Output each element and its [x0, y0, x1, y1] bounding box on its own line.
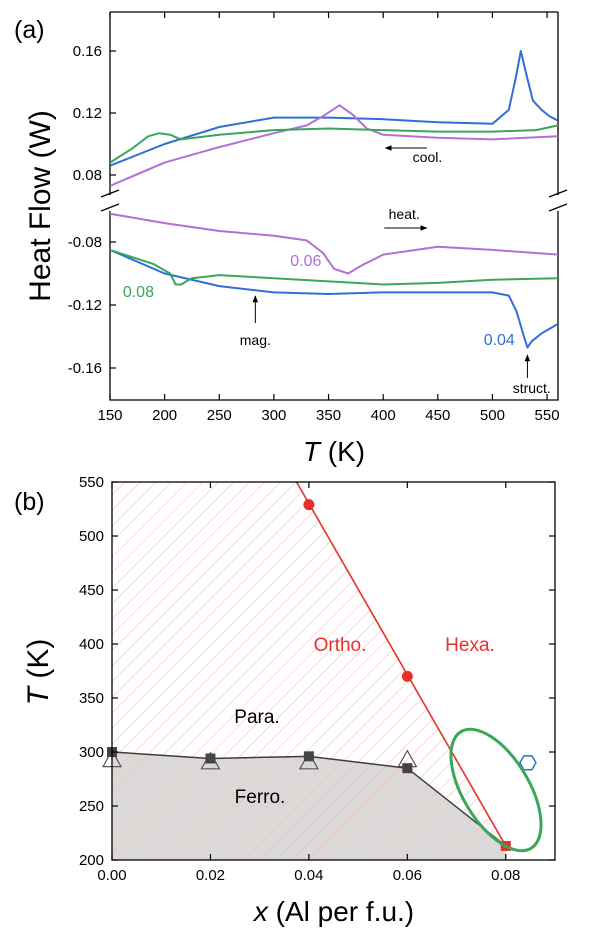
axis-break-left — [100, 189, 120, 212]
x-axis-symbol-b: x — [252, 896, 269, 927]
y-tick-label-b: 300 — [79, 744, 104, 761]
x-tick-label-b: 0.06 — [393, 867, 422, 884]
label-006: 0.06 — [290, 253, 321, 270]
y-axis-label-b: T (K) — [22, 639, 55, 706]
y-axis-unit-b: (K) — [22, 639, 55, 687]
y-tick-label-b: 200 — [79, 852, 104, 869]
axis-break-right — [548, 189, 568, 212]
series-line-008-heating — [110, 248, 558, 286]
y-tick-label-b: 400 — [79, 636, 104, 653]
x-tick-label-a: 150 — [97, 407, 122, 424]
ferro-hatch-overlay — [112, 752, 506, 860]
panel-a-label: (a) — [14, 16, 45, 44]
x-axis-label-a: T (K) — [303, 436, 365, 467]
region-label-ferro: Ferro. — [235, 787, 286, 808]
x-axis-unit-a: (K) — [320, 436, 365, 467]
cool-label: cool. — [413, 149, 443, 165]
x-tick-label-a: 350 — [316, 407, 341, 424]
region-label-hexa: Hexa. — [445, 635, 495, 656]
hexagon-marker — [519, 755, 537, 771]
x-tick-label-a: 250 — [207, 407, 232, 424]
x-tick-label-a: 450 — [425, 407, 450, 424]
y-tick-label-a: -0.12 — [68, 297, 102, 314]
y-axis-symbol-b: T — [22, 684, 55, 705]
panel-a-frame — [109, 11, 559, 401]
region-label-ortho: Ortho. — [314, 635, 367, 656]
series-line-004-heating — [110, 248, 558, 349]
circle-marker — [401, 670, 413, 682]
y-tick-label-a: 0.16 — [73, 43, 102, 60]
series-line-004-cooling — [110, 50, 558, 167]
x-axis-symbol-a: T — [303, 436, 322, 467]
label-004: 0.04 — [484, 332, 515, 349]
x-tick-label-a: 500 — [480, 407, 505, 424]
y-tick-label-b: 450 — [79, 582, 104, 599]
x-tick-label-b: 0.00 — [97, 867, 126, 884]
panel-b-frame — [111, 481, 556, 861]
y-tick-label-a: -0.08 — [68, 234, 102, 251]
x-axis-unit-b: (Al per f.u.) — [268, 896, 414, 927]
x-tick-label-a: 400 — [371, 407, 396, 424]
square-marker — [205, 753, 216, 764]
label-008: 0.08 — [123, 284, 154, 301]
x-tick-label-a: 550 — [535, 407, 560, 424]
y-tick-label-b: 500 — [79, 528, 104, 545]
panel-a-series — [110, 50, 558, 349]
x-tick-label-b: 0.02 — [196, 867, 225, 884]
y-axis-label-a: Heat Flow (W) — [24, 110, 57, 302]
y-tick-label-b: 250 — [79, 798, 104, 815]
square-marker — [303, 751, 314, 762]
y-tick-label-a: 0.12 — [73, 105, 102, 122]
panel-b-label: (b) — [14, 488, 45, 516]
series-line-008-cooling — [110, 124, 558, 164]
y-tick-label-b: 350 — [79, 690, 104, 707]
struct-label: struct. — [513, 380, 551, 396]
square-marker — [402, 763, 413, 774]
y-tick-label-a: -0.16 — [68, 360, 102, 377]
x-tick-label-b: 0.08 — [491, 867, 520, 884]
highlight-ellipse — [449, 727, 543, 853]
mag-label: mag. — [240, 332, 271, 348]
y-tick-label-b: 550 — [79, 474, 104, 491]
x-axis-label-b: x (Al per f.u.) — [252, 896, 414, 927]
circle-marker — [303, 499, 315, 511]
series-line-006-heating — [110, 212, 558, 275]
x-tick-label-b: 0.04 — [294, 867, 323, 884]
y-tick-label-a: 0.08 — [73, 167, 102, 184]
series-line-006-cooling — [110, 104, 558, 187]
panel-b-plot — [112, 482, 507, 860]
region-label-para: Para. — [234, 707, 279, 728]
x-tick-label-a: 300 — [261, 407, 286, 424]
structural-boundary-line — [295, 482, 507, 847]
x-tick-label-a: 200 — [152, 407, 177, 424]
heat-label: heat. — [389, 206, 420, 222]
